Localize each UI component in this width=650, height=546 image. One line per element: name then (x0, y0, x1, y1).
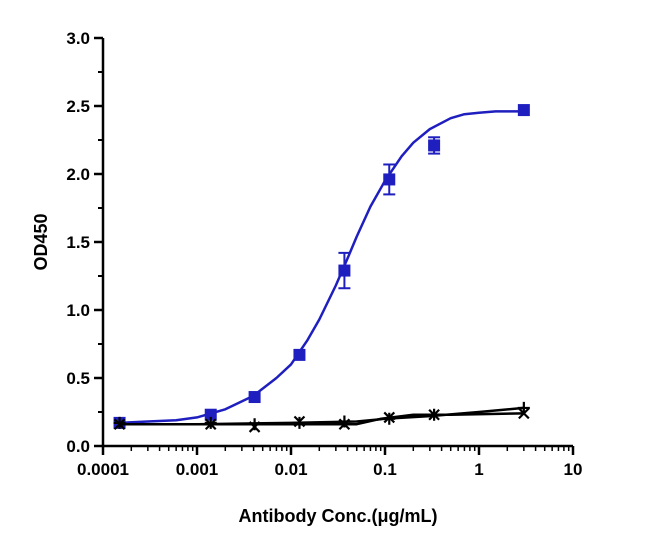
data-point-square (248, 391, 261, 404)
x-tick-label: 0.0001 (77, 460, 129, 479)
series-0 (113, 104, 530, 429)
y-tick-label: 2.5 (66, 97, 90, 116)
axes (101, 38, 573, 448)
data-point-plus (113, 416, 126, 429)
data-point-square (338, 264, 351, 277)
y-tick-label: 3.0 (66, 29, 90, 48)
data-point-square (293, 348, 306, 361)
y-axis-title: OD450 (31, 213, 51, 270)
y-tick-label: 1.5 (66, 233, 90, 252)
data-point-square (383, 173, 396, 186)
data-point-square (428, 139, 441, 152)
x-tick-label: 1 (474, 460, 483, 479)
series-2 (113, 401, 530, 431)
data-point-plus (517, 401, 530, 414)
x-ticks: 0.0001 0.001 0.01 0.1 1 10 (77, 446, 582, 479)
series-2-fit-line (118, 406, 526, 426)
data-point-plus (338, 415, 351, 428)
y-tick-label: 0.5 (66, 369, 90, 388)
plot-area (113, 104, 530, 433)
y-tick-label: 1.0 (66, 301, 90, 320)
y-tick-label: 2.0 (66, 165, 90, 184)
data-point-square (204, 408, 217, 421)
data-point-plus (383, 412, 396, 425)
x-axis-title: Antibody Conc.(μg/mL) (239, 506, 438, 526)
x-tick-label: 0.001 (176, 460, 219, 479)
x-tick-label: 0.1 (373, 460, 397, 479)
data-point-square (517, 104, 530, 117)
data-point-plus (428, 408, 441, 421)
y-ticks: 0.0 0.5 1.0 1.5 2.0 2.5 3.0 (66, 29, 103, 456)
data-point-plus (248, 418, 261, 431)
y-tick-label: 0.0 (66, 437, 90, 456)
series-0-fit-line (118, 110, 526, 425)
data-point-plus (204, 416, 217, 429)
x-tick-label: 0.01 (274, 460, 307, 479)
data-point-plus (293, 416, 306, 429)
x-tick-label: 10 (564, 460, 583, 479)
